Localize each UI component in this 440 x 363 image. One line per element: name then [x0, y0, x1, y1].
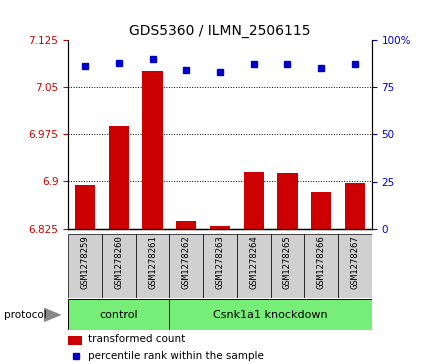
- Bar: [109, 126, 129, 229]
- Bar: [277, 173, 297, 229]
- Bar: [345, 183, 365, 229]
- Bar: [75, 185, 95, 229]
- Text: transformed count: transformed count: [88, 334, 185, 344]
- Bar: [210, 225, 230, 229]
- Text: GSM1278259: GSM1278259: [81, 236, 90, 289]
- Bar: [203, 234, 237, 298]
- Bar: [102, 234, 136, 298]
- Text: percentile rank within the sample: percentile rank within the sample: [88, 351, 264, 361]
- Bar: [143, 72, 163, 229]
- Bar: [68, 299, 169, 330]
- Bar: [176, 220, 196, 229]
- Text: GSM1278263: GSM1278263: [216, 236, 224, 289]
- Text: Csnk1a1 knockdown: Csnk1a1 knockdown: [213, 310, 328, 320]
- Bar: [304, 234, 338, 298]
- Text: GSM1278262: GSM1278262: [182, 236, 191, 289]
- Bar: [68, 336, 82, 345]
- Bar: [244, 172, 264, 229]
- Title: GDS5360 / ILMN_2506115: GDS5360 / ILMN_2506115: [129, 24, 311, 37]
- Bar: [271, 234, 304, 298]
- Text: GSM1278267: GSM1278267: [350, 236, 359, 289]
- Bar: [68, 234, 102, 298]
- Bar: [237, 234, 271, 298]
- Bar: [169, 234, 203, 298]
- Polygon shape: [44, 307, 62, 322]
- Text: GSM1278260: GSM1278260: [114, 236, 123, 289]
- Bar: [136, 234, 169, 298]
- Bar: [338, 234, 372, 298]
- Text: GSM1278261: GSM1278261: [148, 236, 157, 289]
- Bar: [169, 299, 372, 330]
- Text: GSM1278264: GSM1278264: [249, 236, 258, 289]
- Bar: [311, 192, 331, 229]
- Text: control: control: [99, 310, 138, 320]
- Text: protocol: protocol: [4, 310, 47, 320]
- Text: GSM1278265: GSM1278265: [283, 236, 292, 289]
- Text: GSM1278266: GSM1278266: [317, 236, 326, 289]
